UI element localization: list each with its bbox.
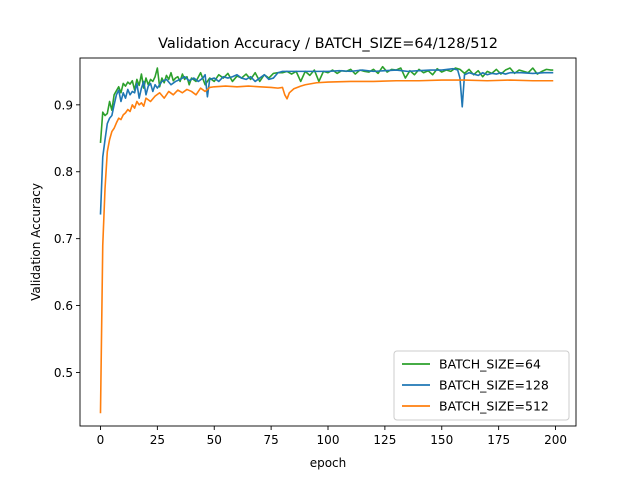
x-axis: 0 25 50 75 100 125 150 175 200 xyxy=(97,426,567,447)
chart-title: Validation Accuracy / BATCH_SIZE=64/128/… xyxy=(158,36,498,52)
legend-label-2: BATCH_SIZE=512 xyxy=(439,399,549,414)
x-tick-label: 200 xyxy=(544,433,567,447)
x-tick-label: 25 xyxy=(150,433,165,447)
y-tick-label: 0.8 xyxy=(54,165,73,179)
series-line-2 xyxy=(99,79,554,414)
x-tick-label: 0 xyxy=(97,433,105,447)
y-tick-label: 0.7 xyxy=(54,232,73,246)
plot-lines xyxy=(99,65,554,414)
y-axis: 0.5 0.6 0.7 0.8 0.9 xyxy=(54,98,80,380)
series-line-1 xyxy=(99,67,554,215)
x-tick-label: 100 xyxy=(317,433,340,447)
y-tick-label: 0.6 xyxy=(54,299,73,313)
series-line-0 xyxy=(99,65,554,144)
y-tick-label: 0.9 xyxy=(54,98,73,112)
x-tick-label: 150 xyxy=(430,433,453,447)
y-tick-label: 0.5 xyxy=(54,366,73,380)
x-tick-label: 125 xyxy=(373,433,396,447)
x-tick-label: 50 xyxy=(207,433,222,447)
legend-label-1: BATCH_SIZE=128 xyxy=(439,378,549,393)
x-axis-title: epoch xyxy=(310,456,347,470)
x-tick-label: 175 xyxy=(487,433,510,447)
legend: BATCH_SIZE=64 BATCH_SIZE=128 BATCH_SIZE=51… xyxy=(393,350,570,421)
x-tick-label: 75 xyxy=(263,433,278,447)
y-axis-title: Validation Accuracy xyxy=(29,183,43,301)
legend-label-0: BATCH_SIZE=64 xyxy=(439,357,541,372)
legend-box xyxy=(393,350,570,421)
